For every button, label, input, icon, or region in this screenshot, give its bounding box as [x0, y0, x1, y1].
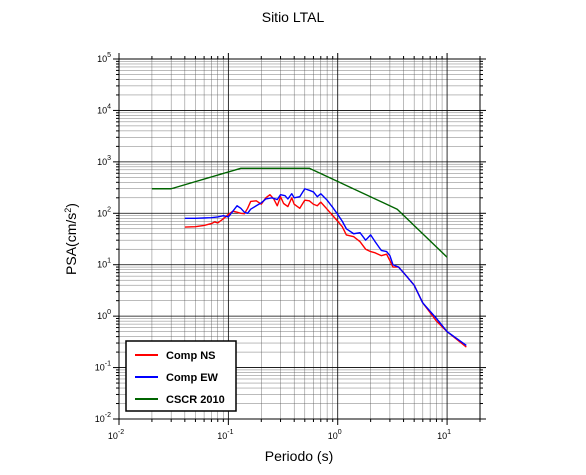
y-tick-label: 10-2	[95, 412, 111, 424]
x-tick-exp: 0	[338, 429, 342, 436]
y-tick-label: 103	[97, 155, 111, 167]
x-tick-labels: 10-2 10-1 100 101	[108, 429, 451, 441]
grid-minor	[119, 59, 481, 419]
x-tick-exp: -2	[118, 429, 124, 436]
series-line-comp-ew	[184, 188, 467, 346]
x-tick-base: 10	[328, 431, 338, 441]
series-layer	[151, 167, 467, 348]
x-axis-label: Periodo (s)	[265, 448, 333, 464]
y-tick-exp: -1	[105, 361, 111, 368]
plot-frame	[118, 58, 481, 420]
y-axis-label-sup: 2	[63, 208, 73, 213]
x-tick-label: 10-2	[108, 429, 124, 441]
legend-label-comp-ew: Comp EW	[166, 372, 219, 384]
series-line-cscr-2010	[151, 167, 448, 258]
y-tick-base: 10	[95, 414, 105, 424]
y-tick-label: 104	[97, 103, 111, 115]
y-tick-base: 10	[97, 157, 107, 167]
y-tick-base: 10	[97, 208, 107, 218]
y-tick-base: 10	[97, 105, 107, 115]
legend-label-comp-ns: Comp NS	[166, 350, 216, 362]
x-tick-base: 10	[217, 431, 227, 441]
y-tick-exp: 3	[107, 155, 111, 162]
y-tick-label: 10-1	[95, 361, 111, 373]
x-tick-base: 10	[108, 431, 118, 441]
y-tick-exp: 5	[107, 52, 111, 59]
y-tick-base: 10	[97, 54, 107, 64]
x-tick-label: 10-1	[217, 429, 233, 441]
y-tick-label: 101	[97, 258, 111, 270]
chart-title: Sitio LTAL	[262, 9, 325, 25]
x-tick-exp: 1	[447, 429, 451, 436]
y-axis-label: PSA(cm/s2)	[63, 203, 79, 275]
y-tick-exp: 4	[107, 103, 111, 110]
y-tick-label: 105	[97, 52, 111, 64]
y-tick-exp: 0	[107, 309, 111, 316]
y-tick-exp: -2	[105, 412, 111, 419]
y-tick-base: 10	[97, 311, 107, 321]
x-tick-label: 100	[328, 429, 342, 441]
y-axis-label-main: PSA(cm/s	[63, 213, 79, 275]
y-tick-base: 10	[97, 260, 107, 270]
legend: Comp NS Comp EW CSCR 2010	[125, 340, 237, 412]
series-line-comp-ns	[184, 193, 467, 348]
y-tick-label: 102	[97, 206, 111, 218]
y-tick-exp: 2	[107, 206, 111, 213]
y-axis-label-end: )	[63, 203, 79, 208]
x-tick-label: 101	[437, 429, 451, 441]
x-tick-base: 10	[437, 431, 447, 441]
y-tick-label: 100	[97, 309, 111, 321]
y-tick-exp: 1	[107, 258, 111, 265]
x-tick-exp: -1	[227, 429, 233, 436]
legend-label-cscr-2010: CSCR 2010	[166, 394, 225, 406]
y-tick-base: 10	[95, 363, 105, 373]
